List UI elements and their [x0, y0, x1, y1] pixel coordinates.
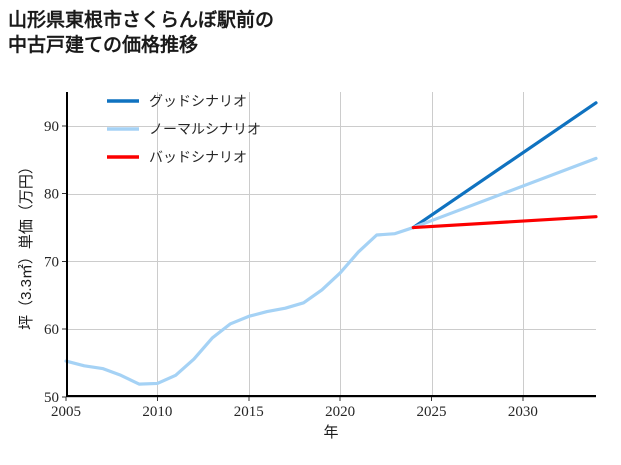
x-tick-label: 2010	[142, 404, 172, 420]
y-axis-title: 坪（3.3㎡）単価（万円）	[18, 159, 35, 330]
axis-ticks: 50 60 70 80 90 2005 2010 2015 2020 2025 2030	[44, 119, 538, 420]
y-tick-label: 90	[44, 119, 59, 135]
x-tick-label: 2020	[325, 404, 355, 420]
x-tick-label: 2025	[417, 404, 447, 420]
series-line-bad	[411, 215, 598, 230]
series-line-normal	[64, 156, 598, 386]
x-tick-label: 2030	[508, 404, 538, 420]
y-tick-label: 60	[44, 322, 59, 338]
axis-titles: 年 坪（3.3㎡）単価（万円）	[18, 159, 339, 441]
gridlines	[66, 92, 596, 398]
x-tick-label: 2005	[51, 404, 81, 420]
series-line-good	[411, 101, 598, 230]
axis-spines	[65, 92, 596, 398]
x-tick-label: 2015	[234, 404, 264, 420]
x-axis-title: 年	[323, 424, 338, 441]
y-tick-label: 70	[44, 254, 59, 270]
page-title: 山形県東根市さくらんぼ駅前の 中古戸建ての価格推移	[8, 10, 275, 57]
series-lines	[64, 101, 598, 386]
y-tick-label: 50	[44, 390, 59, 406]
legend-label-normal: ノーマルシナリオ	[149, 121, 261, 137]
legend-label-good: グッドシナリオ	[149, 93, 247, 109]
legend-label-bad: バッドシナリオ	[149, 149, 247, 165]
y-tick-label: 80	[44, 187, 59, 203]
